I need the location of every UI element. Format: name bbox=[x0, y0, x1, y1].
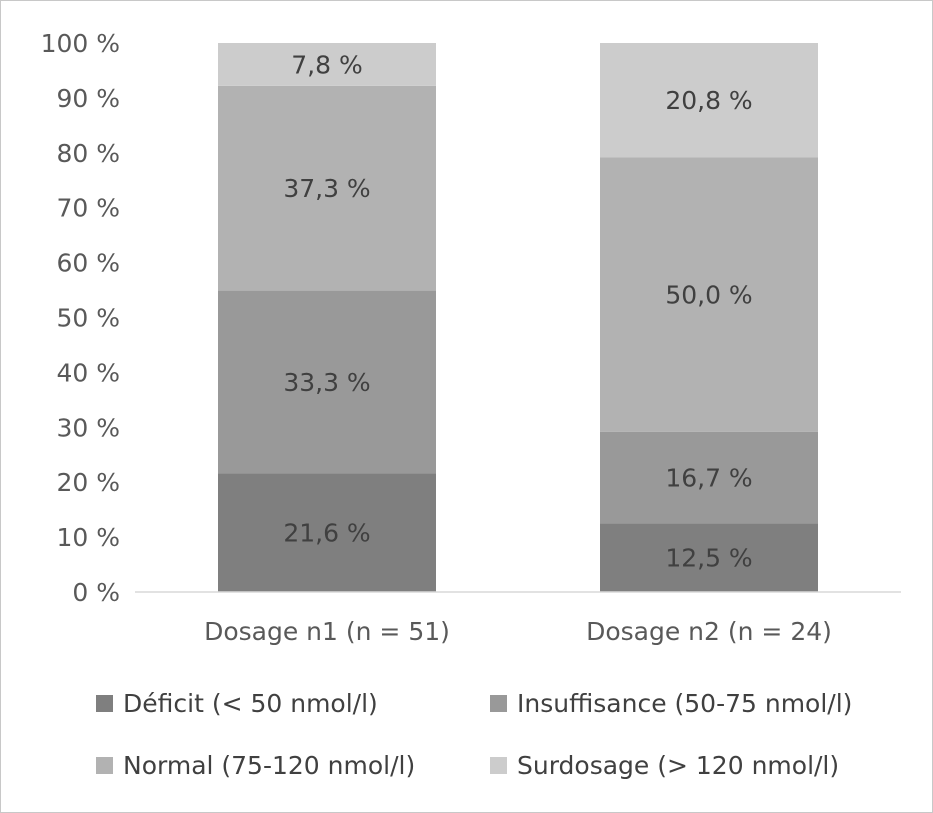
y-tick-label: 20 % bbox=[56, 468, 120, 497]
legend-label: Insuffisance (50-75 nmol/l) bbox=[517, 689, 852, 718]
y-tick-label: 30 % bbox=[56, 413, 120, 442]
y-tick-label: 10 % bbox=[56, 523, 120, 552]
legend-label: Normal (75-120 nmol/l) bbox=[123, 751, 415, 780]
legend-label: Surdosage (> 120 nmol/l) bbox=[517, 751, 839, 780]
data-label: 33,3 % bbox=[283, 368, 370, 397]
legend-swatch bbox=[490, 695, 507, 712]
data-label: 12,5 % bbox=[665, 544, 752, 573]
y-tick-label: 60 % bbox=[56, 249, 120, 278]
y-tick-label: 70 % bbox=[56, 194, 120, 223]
bar-segment bbox=[218, 85, 436, 291]
bar-segment bbox=[600, 431, 818, 524]
y-tick-label: 80 % bbox=[56, 139, 120, 168]
x-category-label: Dosage n2 (n = 24) bbox=[586, 617, 832, 646]
legend-swatch bbox=[490, 757, 507, 774]
bar-segment bbox=[600, 523, 818, 592]
data-label: 20,8 % bbox=[665, 86, 752, 115]
data-label: 50,0 % bbox=[665, 280, 752, 309]
data-label: 37,3 % bbox=[283, 174, 370, 203]
legend-swatch bbox=[96, 695, 113, 712]
y-tick-label: 100 % bbox=[41, 29, 120, 58]
data-label: 7,8 % bbox=[291, 50, 362, 79]
y-tick-label: 90 % bbox=[56, 84, 120, 113]
y-tick-label: 40 % bbox=[56, 358, 120, 387]
bar-segment bbox=[218, 473, 436, 592]
data-label: 16,7 % bbox=[665, 464, 752, 493]
y-tick-label: 50 % bbox=[56, 304, 120, 333]
legend-swatch bbox=[96, 757, 113, 774]
bar-segment bbox=[600, 157, 818, 432]
bar-segment bbox=[218, 290, 436, 474]
legend-label: Déficit (< 50 nmol/l) bbox=[123, 689, 378, 718]
bar-segment bbox=[218, 43, 436, 86]
x-category-label: Dosage n1 (n = 51) bbox=[204, 617, 450, 646]
data-label: 21,6 % bbox=[283, 519, 370, 548]
y-tick-label: 0 % bbox=[72, 578, 120, 607]
bar-segment bbox=[600, 43, 818, 158]
